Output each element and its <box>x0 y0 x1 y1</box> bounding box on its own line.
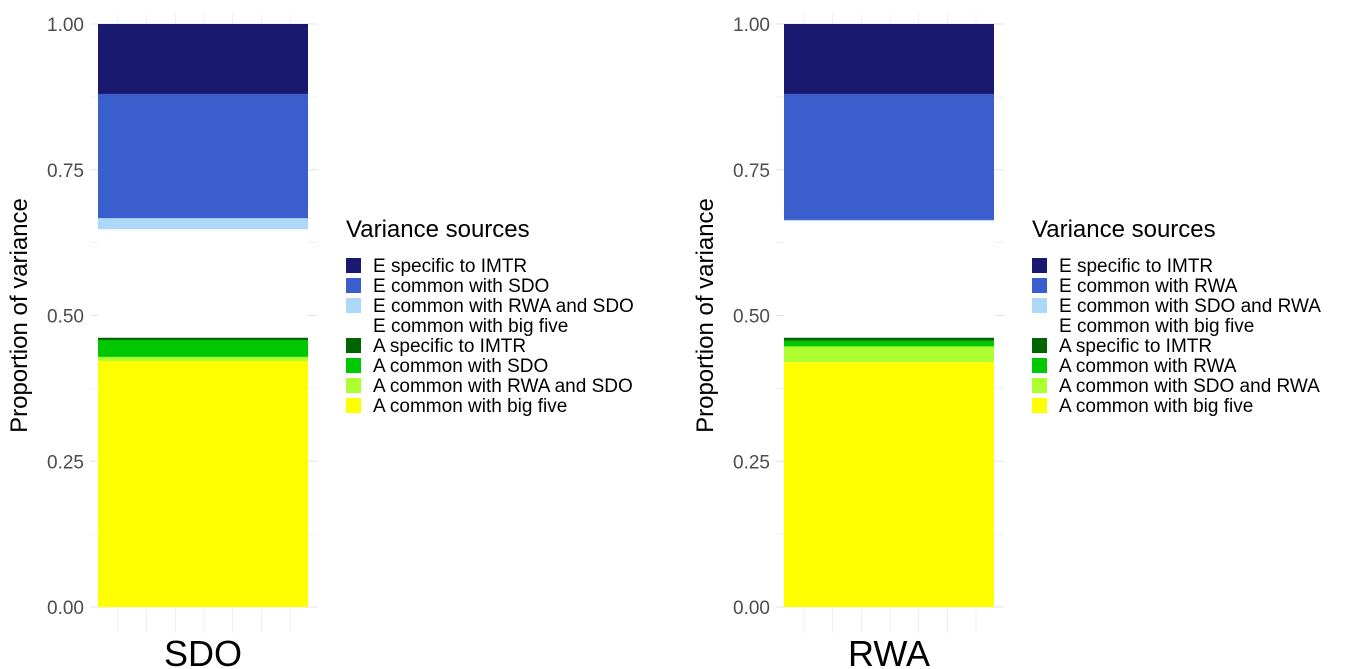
y-tick-label: 1.00 <box>733 15 770 36</box>
legend-key-8 <box>1032 258 1047 273</box>
legend-title: Variance sources <box>346 216 530 243</box>
legend-key-1 <box>1032 398 1047 413</box>
legend-label: E specific to IMTR <box>1059 256 1213 277</box>
chart-panel-rwa: 0.00 0.25 0.50 0.75 1.00 RWA Proportion of var… <box>692 14 1321 669</box>
legend-label: A common with big five <box>1059 396 1253 417</box>
y-tick-label: 0.25 <box>47 452 84 473</box>
legend-label: A specific to IMTR <box>1059 336 1212 357</box>
bar-segment-6 <box>98 218 308 230</box>
y-tick-label: 0.75 <box>733 161 770 182</box>
bar-segment-4 <box>98 337 308 340</box>
bar-segment-2 <box>98 356 308 361</box>
legend-label: E common with SDO <box>373 276 549 297</box>
legend-key-3 <box>346 358 361 373</box>
bar-segment-3 <box>784 340 994 347</box>
legend-key-5 <box>346 318 361 333</box>
legend-label: E common with SDO and RWA <box>1059 296 1321 317</box>
legend-label: E common with RWA <box>1059 276 1238 297</box>
y-tick-label: 0.25 <box>733 452 770 473</box>
legend-title: Variance sources <box>1032 216 1216 243</box>
legend-label: A common with RWA <box>1059 356 1237 377</box>
legend-key-6 <box>346 298 361 313</box>
bar-segment-2 <box>784 346 994 363</box>
legend-key-5 <box>1032 318 1047 333</box>
y-axis-title: Proportion of variance <box>692 198 719 433</box>
bar-segment-5 <box>784 221 994 338</box>
legend-label: E specific to IMTR <box>373 256 527 277</box>
legend-label: E common with RWA and SDO <box>373 296 634 317</box>
legend-label: E common with big five <box>1059 316 1254 337</box>
legend-label: E common with big five <box>373 316 568 337</box>
bar-segment-3 <box>98 339 308 357</box>
x-category-label: RWA <box>848 633 930 669</box>
bar-segment-6 <box>784 219 994 222</box>
legend-key-8 <box>346 258 361 273</box>
bar-segment-7 <box>784 93 994 220</box>
bar-segment-8 <box>784 24 994 94</box>
legend-key-2 <box>346 378 361 393</box>
legend-key-7 <box>346 278 361 293</box>
y-tick-label: 0.75 <box>47 161 84 182</box>
y-axis-title: Proportion of variance <box>6 198 33 433</box>
bar-segment-1 <box>98 360 308 607</box>
bar-segment-1 <box>784 362 994 607</box>
y-tick-label: 0.00 <box>733 598 770 619</box>
legend-label: A common with RWA and SDO <box>373 376 633 397</box>
y-tick-label: 1.00 <box>47 15 84 36</box>
bar-segment-8 <box>98 24 308 94</box>
legend-label: A common with big five <box>373 396 567 417</box>
y-tick-label: 0.50 <box>733 307 770 328</box>
y-tick-label: 0.50 <box>47 307 84 328</box>
legend-key-7 <box>1032 278 1047 293</box>
legend-key-4 <box>346 338 361 353</box>
y-tick-label: 0.00 <box>47 598 84 619</box>
legend-label: A common with SDO <box>373 356 548 377</box>
chart-panel-sdo: 0.00 0.25 0.50 0.75 1.00 SDO Proportion of var… <box>6 14 634 669</box>
bar-segment-4 <box>784 337 994 341</box>
legend-label: A common with SDO and RWA <box>1059 376 1320 397</box>
legend-label: A specific to IMTR <box>373 336 526 357</box>
legend-key-3 <box>1032 358 1047 373</box>
x-category-label: SDO <box>164 633 242 669</box>
legend-key-2 <box>1032 378 1047 393</box>
legend-key-6 <box>1032 298 1047 313</box>
bar-segment-5 <box>98 229 308 338</box>
bar-segment-7 <box>98 93 308 219</box>
legend-key-1 <box>346 398 361 413</box>
legend-key-4 <box>1032 338 1047 353</box>
